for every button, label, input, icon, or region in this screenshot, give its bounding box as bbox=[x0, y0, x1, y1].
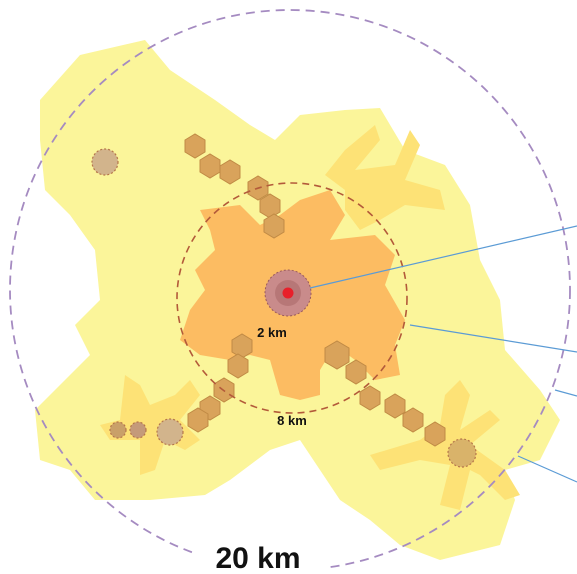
middle-radius-label: 8 km bbox=[277, 413, 307, 428]
outer-radius-label: 20 km bbox=[215, 542, 300, 574]
settlements bbox=[184, 133, 446, 447]
inner-radius-label: 2 km bbox=[257, 325, 287, 340]
label-backdrop bbox=[195, 538, 325, 574]
center-dot bbox=[282, 287, 294, 299]
middle-ring bbox=[176, 182, 408, 414]
branches bbox=[100, 125, 520, 510]
callout-lines bbox=[309, 225, 577, 483]
satellite-towns bbox=[91, 148, 477, 468]
